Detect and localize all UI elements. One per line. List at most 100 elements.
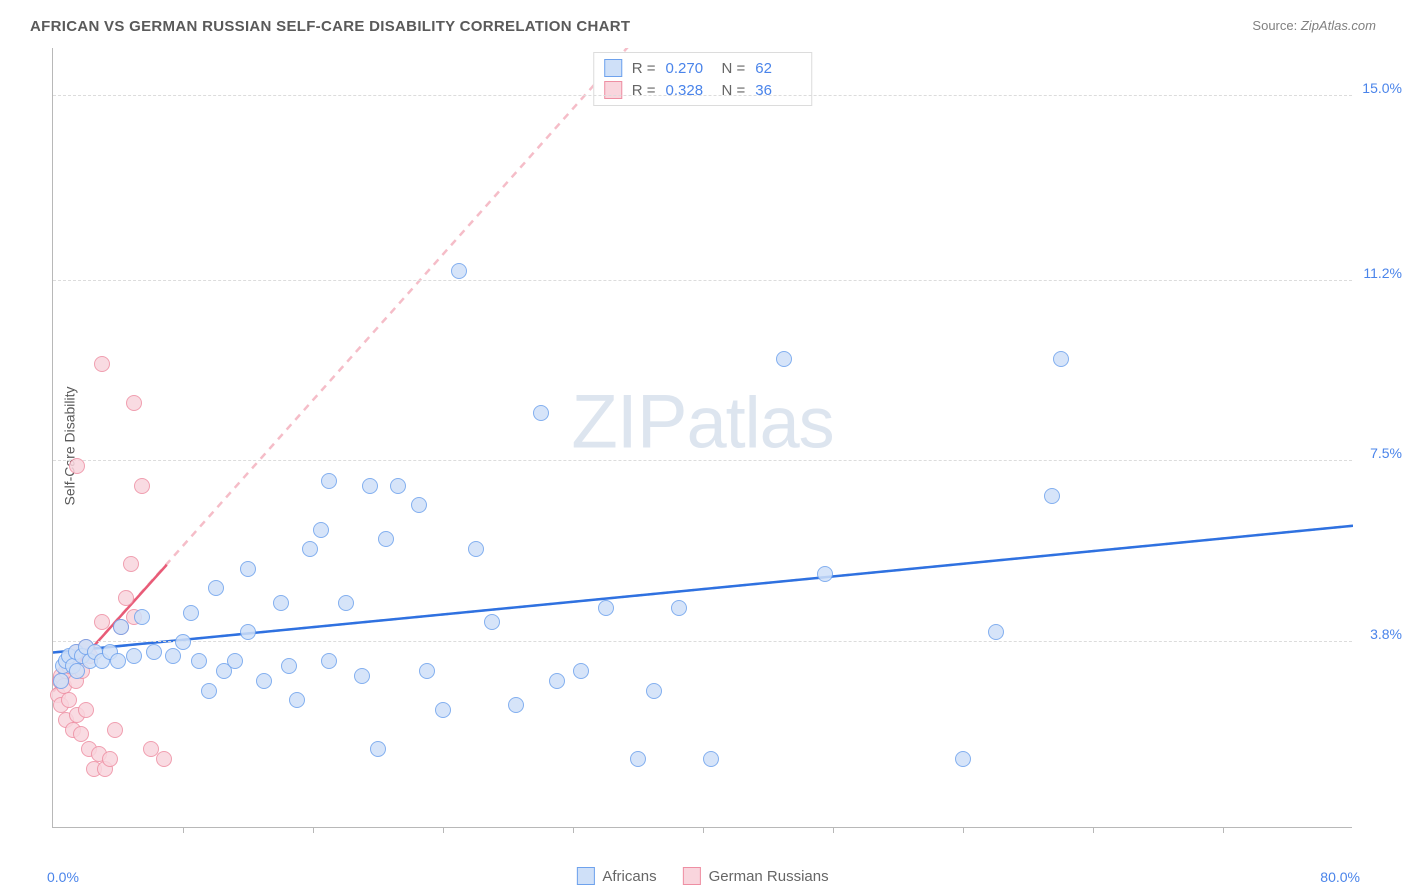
stats-row: R =0.270N =62 — [604, 57, 802, 79]
data-point — [419, 663, 435, 679]
legend-swatch — [604, 59, 622, 77]
data-point — [240, 561, 256, 577]
data-point — [549, 673, 565, 689]
source-link[interactable]: ZipAtlas.com — [1301, 18, 1376, 33]
data-point — [165, 648, 181, 664]
data-point — [126, 648, 142, 664]
data-point — [273, 595, 289, 611]
data-point — [321, 653, 337, 669]
chart-title: AFRICAN VS GERMAN RUSSIAN SELF-CARE DISA… — [30, 18, 630, 35]
data-point — [123, 556, 139, 572]
data-point — [533, 405, 549, 421]
n-label: N = — [722, 60, 746, 77]
data-point — [703, 751, 719, 767]
series-legend: Africans German Russians — [576, 867, 828, 885]
x-tick — [573, 827, 574, 833]
data-point — [390, 478, 406, 494]
data-point — [598, 600, 614, 616]
watermark: ZIPatlas — [571, 378, 833, 465]
data-point — [227, 653, 243, 669]
data-point — [73, 726, 89, 742]
data-point — [175, 634, 191, 650]
data-point — [69, 458, 85, 474]
r-value: 0.270 — [666, 60, 712, 77]
r-label: R = — [632, 60, 656, 77]
data-point — [776, 351, 792, 367]
data-point — [281, 658, 297, 674]
x-tick — [183, 827, 184, 833]
stats-row: R =0.328N =36 — [604, 79, 802, 101]
data-point — [338, 595, 354, 611]
x-tick — [1093, 827, 1094, 833]
legend-swatch — [576, 867, 594, 885]
data-point — [53, 673, 69, 689]
data-point — [630, 751, 646, 767]
gridline — [53, 641, 1352, 642]
source-label: Source: — [1252, 18, 1297, 33]
data-point — [321, 473, 337, 489]
x-tick — [443, 827, 444, 833]
legend-swatch — [604, 81, 622, 99]
data-point — [1053, 351, 1069, 367]
data-point — [1044, 488, 1060, 504]
data-point — [78, 702, 94, 718]
data-point — [370, 741, 386, 757]
data-point — [451, 263, 467, 279]
data-point — [354, 668, 370, 684]
data-point — [94, 614, 110, 630]
x-tick — [963, 827, 964, 833]
x-tick — [313, 827, 314, 833]
data-point — [302, 541, 318, 557]
data-point — [256, 673, 272, 689]
legend-label: Africans — [602, 868, 656, 885]
source-attribution: Source: ZipAtlas.com — [1252, 18, 1376, 33]
data-point — [508, 697, 524, 713]
stats-legend: R =0.270N =62R =0.328N =36 — [593, 52, 813, 106]
data-point — [362, 478, 378, 494]
data-point — [102, 751, 118, 767]
legend-item: German Russians — [683, 867, 829, 885]
data-point — [573, 663, 589, 679]
data-point — [113, 619, 129, 635]
legend-item: Africans — [576, 867, 656, 885]
data-point — [411, 497, 427, 513]
watermark-light: atlas — [687, 383, 834, 463]
data-point — [817, 566, 833, 582]
data-point — [484, 614, 500, 630]
watermark-bold: ZIP — [571, 379, 686, 464]
x-tick — [833, 827, 834, 833]
data-point — [435, 702, 451, 718]
n-value: 36 — [755, 82, 801, 99]
data-point — [289, 692, 305, 708]
data-point — [201, 683, 217, 699]
data-point — [313, 522, 329, 538]
x-tick — [1223, 827, 1224, 833]
y-tick-label: 3.8% — [1354, 626, 1402, 642]
data-point — [107, 722, 123, 738]
data-point — [134, 478, 150, 494]
trend-line-dash — [53, 48, 671, 692]
data-point — [988, 624, 1004, 640]
data-point — [156, 751, 172, 767]
data-point — [468, 541, 484, 557]
gridline — [53, 280, 1352, 281]
data-point — [118, 590, 134, 606]
data-point — [671, 600, 687, 616]
data-point — [646, 683, 662, 699]
legend-label: German Russians — [709, 868, 829, 885]
data-point — [378, 531, 394, 547]
data-point — [146, 644, 162, 660]
x-max-label: 80.0% — [1320, 869, 1360, 885]
y-tick-label: 15.0% — [1354, 80, 1402, 96]
data-point — [134, 609, 150, 625]
data-point — [240, 624, 256, 640]
trend-lines-layer — [53, 48, 1353, 828]
data-point — [191, 653, 207, 669]
r-label: R = — [632, 82, 656, 99]
data-point — [955, 751, 971, 767]
data-point — [183, 605, 199, 621]
r-value: 0.328 — [666, 82, 712, 99]
data-point — [61, 692, 77, 708]
data-point — [110, 653, 126, 669]
legend-swatch — [683, 867, 701, 885]
